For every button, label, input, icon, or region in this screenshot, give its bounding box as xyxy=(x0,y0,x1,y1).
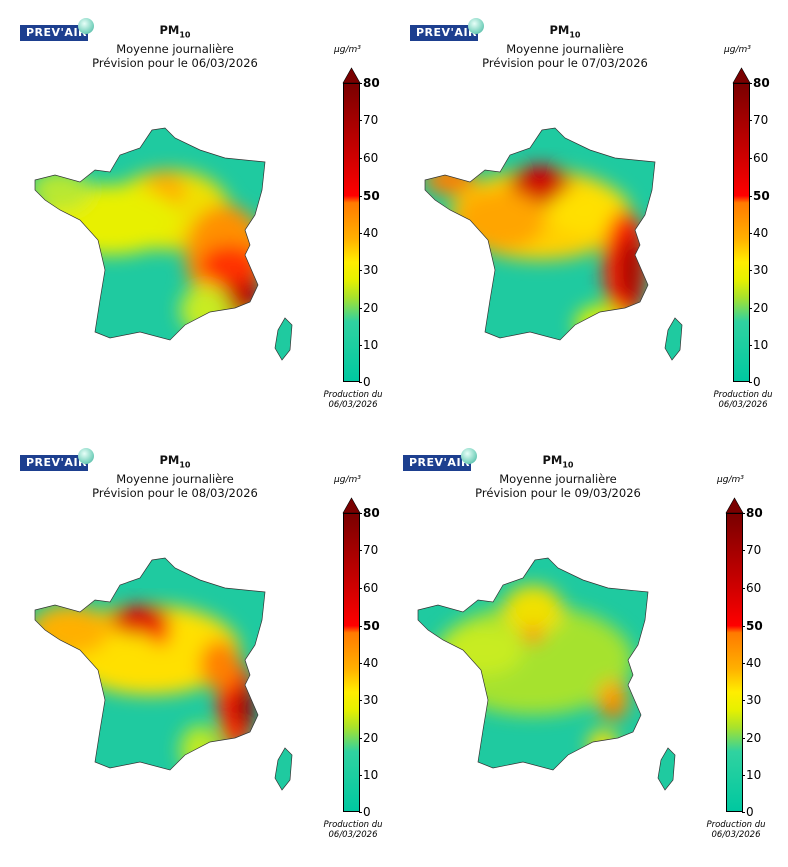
corsica-outline xyxy=(664,317,683,361)
concentration-zone xyxy=(220,315,260,360)
colorbar-gradient xyxy=(726,513,743,812)
colorbar-tick: 80 xyxy=(742,506,763,520)
concentration-zone xyxy=(220,723,250,747)
france-outline xyxy=(417,557,649,771)
colorbar-tick: 80 xyxy=(749,76,770,90)
concentration-zone xyxy=(235,685,255,735)
colorbar-tick: 20 xyxy=(748,301,769,315)
colorbar-tick: 10 xyxy=(358,338,379,352)
concentration-zone xyxy=(180,725,220,775)
concentration-zone xyxy=(575,305,625,345)
production-date: Production du 06/03/2026 xyxy=(713,390,773,410)
pm10-map xyxy=(424,127,683,361)
concentration-zone xyxy=(620,235,640,305)
colorbar-tick: 70 xyxy=(358,113,379,127)
colorbar-tick: 60 xyxy=(741,581,762,595)
colorbar-tick: 10 xyxy=(358,768,379,782)
concentration-zone xyxy=(200,640,240,690)
concentration-zone xyxy=(550,185,630,235)
colorbar-tick: 50 xyxy=(749,189,770,203)
colorbar-tick: 20 xyxy=(358,301,379,315)
concentration-zone xyxy=(523,627,543,643)
colorbar-tick: 80 xyxy=(359,506,380,520)
colorbar-unit: µg/m³ xyxy=(334,45,361,55)
concentration-zone xyxy=(503,585,563,635)
prevair-logo: PREV'AIR xyxy=(403,448,477,471)
production-date: Production du 06/03/2026 xyxy=(706,820,766,840)
colorbar-tick: 30 xyxy=(358,693,379,707)
colorbar-tick: 50 xyxy=(359,619,380,633)
concentration-zone xyxy=(200,245,260,285)
colorbar-tick: 40 xyxy=(358,656,379,670)
prevair-logo: PREV'AIR xyxy=(410,18,484,41)
concentration-zone xyxy=(607,704,619,716)
colorbar-tick: 40 xyxy=(358,226,379,240)
forecast-panel: PREV'AIR PM10 Moyenne journalière Prévisio… xyxy=(0,0,394,433)
colorbar-tick: 50 xyxy=(359,189,380,203)
colorbar-gradient xyxy=(343,513,360,812)
production-date: Production du 06/03/2026 xyxy=(323,390,383,410)
pm10-map xyxy=(34,127,293,361)
prevair-logo: PREV'AIR xyxy=(20,18,94,41)
colorbar-tick: 70 xyxy=(748,113,769,127)
map-title: PM10 Moyenne journalière Prévision pour le… xyxy=(475,453,641,501)
pm10-map xyxy=(34,557,293,791)
colorbar-tick: 10 xyxy=(748,338,769,352)
colorbar-tick: 40 xyxy=(741,656,762,670)
concentration-zone xyxy=(598,680,628,720)
concentration-zone xyxy=(510,165,570,205)
colorbar-tick: 60 xyxy=(748,151,769,165)
colorbar-unit: µg/m³ xyxy=(334,475,361,485)
colorbar-gradient xyxy=(733,83,750,382)
colorbar-tick: 0 xyxy=(359,375,371,389)
colorbar-tick: 20 xyxy=(358,731,379,745)
colorbar-tick: 20 xyxy=(741,731,762,745)
production-date: Production du 06/03/2026 xyxy=(323,820,383,840)
forecast-panel: PREV'AIR PM10 Moyenne journalière Prévisio… xyxy=(383,430,777,863)
concentration-zone xyxy=(455,190,545,250)
colorbar-tick: 70 xyxy=(358,543,379,557)
concentration-zone xyxy=(35,170,90,210)
colorbar-tick: 10 xyxy=(741,768,762,782)
map-title: PM10 Moyenne journalière Prévision pour le… xyxy=(482,23,648,71)
colorbar-tick: 0 xyxy=(359,805,371,819)
pm10-map xyxy=(417,557,676,791)
colorbar-tick: 30 xyxy=(358,263,379,277)
corsica-outline xyxy=(274,317,293,361)
map-title: PM10 Moyenne journalière Prévision pour le… xyxy=(92,23,258,71)
corsica-outline xyxy=(657,747,676,791)
concentration-zone xyxy=(35,605,110,655)
map-title: PM10 Moyenne journalière Prévision pour le… xyxy=(92,453,258,501)
colorbar-tick: 30 xyxy=(741,693,762,707)
colorbar-tick: 40 xyxy=(748,226,769,240)
colorbar-unit: µg/m³ xyxy=(717,475,744,485)
colorbar-gradient xyxy=(343,83,360,382)
colorbar-tick: 0 xyxy=(749,375,761,389)
colorbar-unit: µg/m³ xyxy=(724,45,751,55)
colorbar-tick: 50 xyxy=(742,619,763,633)
france-outline xyxy=(34,557,266,771)
colorbar-tick: 60 xyxy=(358,151,379,165)
colorbar-tick: 60 xyxy=(358,581,379,595)
colorbar-tick: 80 xyxy=(359,76,380,90)
prevair-logo: PREV'AIR xyxy=(20,448,94,471)
concentration-zone xyxy=(588,730,618,760)
forecast-panel: PREV'AIR PM10 Moyenne journalière Prévisio… xyxy=(390,0,784,433)
colorbar-tick: 70 xyxy=(741,543,762,557)
concentration-zone xyxy=(150,625,170,645)
colorbar-tick: 0 xyxy=(742,805,754,819)
france-outline xyxy=(424,127,656,341)
concentration-zone xyxy=(425,165,475,195)
colorbar-tick: 30 xyxy=(748,263,769,277)
concentration-zone xyxy=(443,625,523,675)
france-outline xyxy=(34,127,266,341)
corsica-outline xyxy=(274,747,293,791)
forecast-panel: PREV'AIR PM10 Moyenne journalière Prévisio… xyxy=(0,430,394,863)
